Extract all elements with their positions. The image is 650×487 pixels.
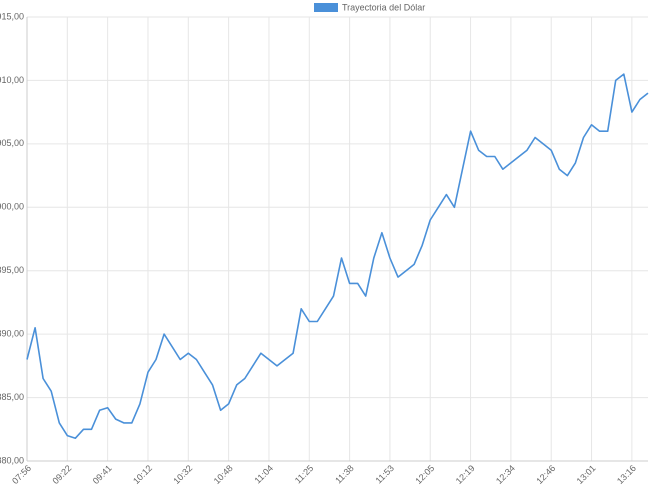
y-tick-label: 880,00 xyxy=(0,455,24,465)
x-tick-label: 11:04 xyxy=(253,463,276,486)
x-tick-label: 10:48 xyxy=(212,463,235,486)
x-tick-label: 13:01 xyxy=(575,463,598,486)
legend-swatch xyxy=(314,3,338,12)
x-tick-label: 09:41 xyxy=(91,463,114,486)
x-tick-label: 12:46 xyxy=(534,463,557,486)
x-tick-label: 09:22 xyxy=(50,463,73,486)
x-tick-label: 07:56 xyxy=(10,463,33,486)
x-tick-label: 11:25 xyxy=(293,463,316,486)
x-tick-label: 12:19 xyxy=(454,463,477,486)
y-tick-label: 885,00 xyxy=(0,392,24,402)
x-tick-label: 11:38 xyxy=(333,463,356,486)
data-line xyxy=(26,73,649,439)
y-tick-label: 905,00 xyxy=(0,138,24,148)
x-tick-label: 13:16 xyxy=(615,463,638,486)
y-tick-label: 910,00 xyxy=(0,75,24,85)
x-tick-label: 12:34 xyxy=(494,463,517,486)
x-tick-label: 10:12 xyxy=(131,463,154,486)
y-tick-label: 900,00 xyxy=(0,202,24,212)
y-tick-label: 895,00 xyxy=(0,265,24,275)
x-tick-label: 11:53 xyxy=(373,463,396,486)
legend-label: Trayectoria del Dólar xyxy=(342,2,425,12)
y-tick-label: 890,00 xyxy=(0,329,24,339)
x-tick-label: 10:32 xyxy=(171,463,194,486)
y-tick-label: 915,00 xyxy=(0,11,24,21)
x-tick-label: 12:05 xyxy=(413,463,436,486)
